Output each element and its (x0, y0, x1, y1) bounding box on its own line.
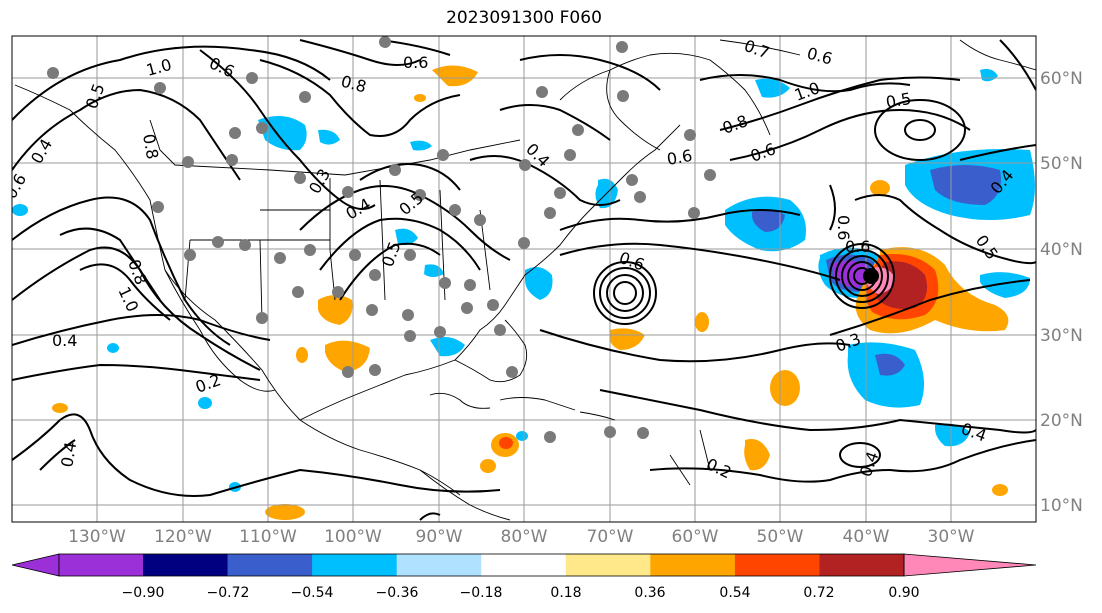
colorbar-segment (481, 554, 567, 576)
map-title: 2023091300 F060 (446, 8, 602, 28)
colorbar-tick: 0.90 (888, 585, 919, 601)
colorbar-tick: −0.36 (376, 585, 419, 601)
colorbar-segment (59, 554, 143, 576)
lat-label: 40°N (1040, 240, 1083, 260)
map-border (11, 35, 1037, 523)
lon-label: 100°W (324, 527, 382, 547)
lon-label: 90°W (416, 527, 463, 547)
contour-label: 0.6 (834, 215, 853, 240)
station-dots (47, 36, 716, 443)
colorbar-tick: −0.90 (122, 585, 165, 601)
colorbar-ticks: −0.90 −0.72 −0.54 −0.36 −0.18 0.18 0.36 … (122, 585, 920, 601)
latitude-labels: 60°N 50°N 40°N 30°N 20°N 10°N (1040, 69, 1083, 516)
colorbar-segment (143, 554, 229, 576)
contour-label-group: 1.0 0.5 0.4 0.6 0.8 0.8 1.0 0.4 0.2 0.3 … (12, 36, 1017, 482)
lon-label: 50°W (757, 527, 804, 547)
contour-label: 0.6 (403, 53, 428, 72)
longitude-labels: 130°W 120°W 110°W 100°W 90°W 80°W 70°W 6… (68, 527, 975, 547)
contour-label: 0.6 (845, 237, 870, 256)
contour-label: 0.4 (57, 440, 80, 468)
contour-label: 0.6 (665, 146, 693, 169)
lon-label: 110°W (239, 527, 297, 547)
contour-lines (12, 39, 1036, 521)
colorbar-tick: 0.18 (550, 585, 581, 601)
lat-label: 20°N (1040, 411, 1083, 431)
colorbar-tick: 0.54 (719, 585, 750, 601)
colorbar-segment (650, 554, 736, 576)
colorbar-segment (396, 554, 482, 576)
lat-label: 10°N (1040, 496, 1083, 516)
lat-label: 30°N (1040, 326, 1083, 346)
colorbar-segment (227, 554, 313, 576)
contour-label: 0.8 (139, 132, 162, 160)
lon-label: 70°W (587, 527, 634, 547)
cyclone-center-marker (863, 268, 879, 284)
colorbar-segment (312, 554, 398, 576)
colorbar-tick: −0.54 (291, 585, 334, 601)
colorbar-tick: −0.18 (460, 585, 503, 601)
colorbar-outline (58, 553, 905, 577)
colorbar-tick: −0.72 (207, 585, 250, 601)
colorbar-tick: 0.72 (803, 585, 834, 601)
coastlines (14, 39, 1036, 521)
colorbar-segment (819, 554, 905, 576)
colorbar-extend-low (11, 553, 60, 577)
lon-label: 40°W (843, 527, 890, 547)
colorbar-segment (565, 554, 651, 576)
contour-label: 0.4 (52, 331, 77, 350)
contour-label: 0.5 (884, 89, 912, 112)
lon-label: 30°W (928, 527, 975, 547)
lon-label: 120°W (154, 527, 212, 547)
colorbar-segment (734, 554, 821, 576)
lon-label: 80°W (501, 527, 548, 547)
lon-label: 130°W (68, 527, 126, 547)
colorbar (11, 553, 1037, 577)
colorbar-tick: 0.36 (634, 585, 665, 601)
lat-label: 60°N (1040, 69, 1083, 89)
colorbar-extend-high (903, 553, 1037, 577)
lat-label: 50°N (1040, 154, 1083, 174)
lon-label: 60°W (672, 527, 719, 547)
